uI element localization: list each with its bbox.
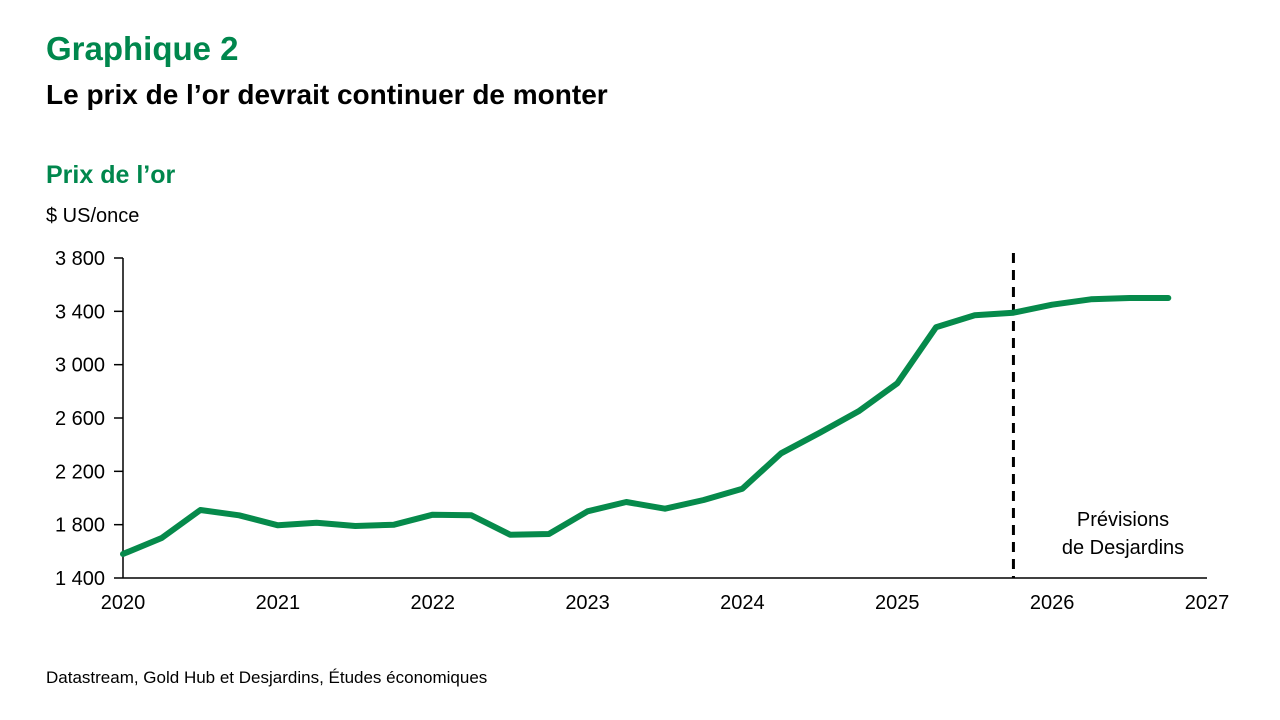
y-tick-label: 3 000 [55,355,105,377]
y-tick-label: 2 600 [55,408,105,430]
source-note: Datastream, Gold Hub et Desjardins, Étud… [46,668,488,687]
y-tick-label: 3 400 [55,301,105,323]
x-tick-label: 2022 [410,592,455,614]
y-tick-label: 1 400 [55,568,105,590]
x-tick-label: 2026 [1030,592,1075,614]
chart-subtitle: Le prix de l’or devrait continuer de mon… [46,79,608,110]
x-tick-label: 2025 [875,592,920,614]
y-tick-label: 2 200 [55,461,105,483]
y-axis-unit-label: $ US/once [46,205,140,227]
y-tick-label: 3 800 [55,248,105,270]
x-tick-label: 2023 [565,592,610,614]
forecast-annotation: Prévisions de Desjardins [1062,506,1184,562]
y-tick-label: 1 800 [55,515,105,537]
x-tick-label: 2020 [101,592,146,614]
forecast-annotation-line1: Prévisions [1076,509,1170,531]
chart-number-title: Graphique 2 [46,30,239,67]
x-tick-label: 2021 [256,592,301,614]
forecast-annotation-line2: de Desjardins [1061,537,1185,559]
x-tick-label: 2027 [1185,592,1230,614]
x-tick-label: 2024 [720,592,765,614]
gold-price-line [120,295,1172,557]
series-title: Prix de l’or [46,161,176,189]
